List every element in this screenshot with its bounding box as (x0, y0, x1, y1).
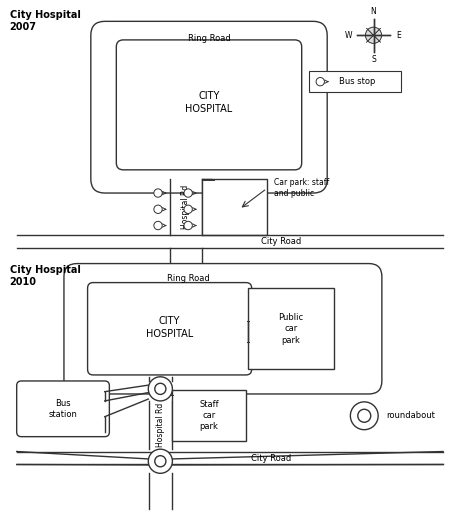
Text: City Hospital
2007: City Hospital 2007 (10, 10, 81, 32)
Text: CITY
HOSPITAL: CITY HOSPITAL (185, 91, 233, 114)
Circle shape (155, 383, 166, 394)
Bar (172, 390, 246, 441)
Circle shape (184, 205, 192, 214)
Circle shape (154, 205, 162, 214)
Bar (249, 288, 334, 369)
Circle shape (184, 189, 192, 197)
Text: CITY
HOSPITAL: CITY HOSPITAL (146, 316, 193, 339)
Text: City Road: City Road (251, 454, 292, 462)
Circle shape (184, 221, 192, 230)
Text: Hospital Rd: Hospital Rd (182, 185, 190, 229)
Text: Ring Road: Ring Road (167, 274, 210, 283)
FancyBboxPatch shape (88, 283, 252, 375)
Text: E: E (397, 31, 401, 40)
Circle shape (154, 189, 162, 197)
Text: Car park: staff
and public: Car park: staff and public (274, 179, 329, 199)
Circle shape (350, 402, 378, 430)
Bar (202, 179, 267, 235)
FancyBboxPatch shape (17, 381, 109, 437)
FancyBboxPatch shape (91, 21, 327, 193)
Text: W: W (344, 31, 352, 40)
Text: roundabout: roundabout (386, 411, 435, 420)
FancyBboxPatch shape (116, 40, 302, 170)
Text: Bus stop: Bus stop (339, 77, 375, 86)
Text: Bus
station: Bus station (49, 399, 77, 419)
Circle shape (148, 377, 173, 401)
Text: Ring Road: Ring Road (188, 35, 230, 43)
Circle shape (155, 456, 166, 467)
Text: N: N (371, 7, 377, 15)
Circle shape (316, 77, 325, 86)
Circle shape (365, 27, 382, 43)
Circle shape (154, 221, 162, 230)
Text: Hospital Rd: Hospital Rd (156, 403, 165, 447)
Text: City Hospital
2010: City Hospital 2010 (10, 265, 81, 287)
Text: Public
car
park: Public car park (279, 313, 303, 345)
Bar (309, 71, 401, 92)
Text: Staff
car
park: Staff car park (199, 400, 219, 431)
FancyBboxPatch shape (64, 264, 382, 394)
Text: S: S (371, 55, 376, 64)
Circle shape (148, 449, 173, 473)
Circle shape (358, 409, 371, 422)
Text: City Road: City Road (261, 237, 301, 246)
